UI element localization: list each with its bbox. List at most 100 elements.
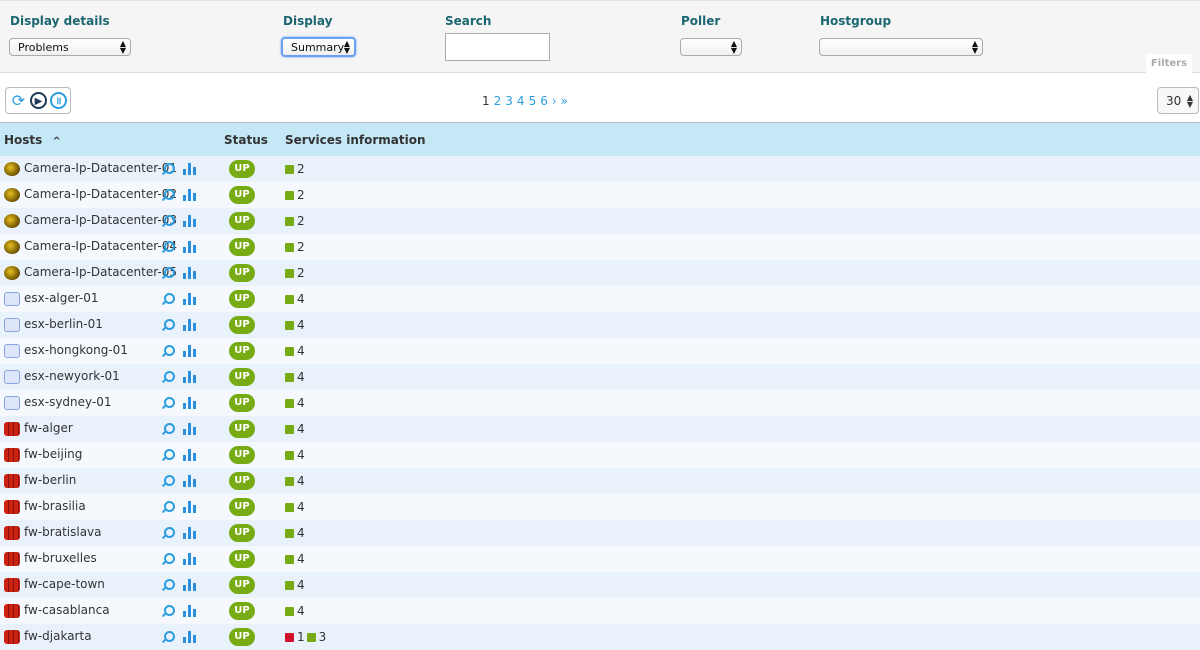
search-host-icon[interactable] (164, 449, 175, 460)
graph-icon[interactable] (183, 189, 196, 201)
per-page-select[interactable]: 30 ▲ ▼ (1157, 87, 1199, 114)
search-host-icon[interactable] (164, 501, 175, 512)
graph-icon[interactable] (183, 631, 196, 643)
service-count[interactable]: 2 (297, 162, 305, 176)
graph-icon[interactable] (183, 215, 196, 227)
display-select[interactable]: Summary ▲ ▼ (281, 37, 356, 57)
search-host-icon[interactable] (164, 293, 175, 304)
host-name[interactable]: fw-cape-town (24, 577, 105, 591)
graph-icon[interactable] (183, 293, 196, 305)
search-input[interactable] (445, 33, 550, 61)
host-name[interactable]: Camera-Ip-Datacenter-02 (24, 187, 177, 201)
search-host-icon[interactable] (164, 579, 175, 590)
host-name[interactable]: fw-alger (24, 421, 73, 435)
search-host-icon[interactable] (164, 267, 175, 278)
esx-host-icon (4, 292, 20, 306)
service-count[interactable]: 4 (297, 500, 305, 514)
host-name[interactable]: Camera-Ip-Datacenter-03 (24, 213, 177, 227)
page-link[interactable]: 4 (516, 94, 525, 108)
filters-tab[interactable]: Filters (1146, 54, 1192, 73)
service-ok-icon (285, 190, 294, 200)
graph-icon[interactable] (183, 319, 196, 331)
service-count[interactable]: 4 (297, 396, 305, 410)
graph-icon[interactable] (183, 501, 196, 513)
graph-icon[interactable] (183, 449, 196, 461)
search-host-icon[interactable] (164, 189, 175, 200)
service-count[interactable]: 2 (297, 188, 305, 202)
host-name[interactable]: fw-casablanca (24, 603, 110, 617)
hosts-column-header[interactable]: Hosts ^ (4, 133, 61, 147)
pause-icon[interactable]: ॥ (50, 92, 67, 109)
search-host-icon[interactable] (164, 345, 175, 356)
graph-icon[interactable] (183, 267, 196, 279)
search-host-icon[interactable] (164, 605, 175, 616)
service-count[interactable]: 4 (297, 370, 305, 384)
page-link[interactable]: 3 (505, 94, 513, 108)
poller-select[interactable]: ▲ ▼ (680, 38, 742, 56)
graph-icon[interactable] (183, 527, 196, 539)
page-link[interactable]: 6 (540, 94, 548, 108)
host-name[interactable]: esx-hongkong-01 (24, 343, 128, 357)
search-host-icon[interactable] (164, 527, 175, 538)
service-count[interactable]: 4 (297, 604, 305, 618)
service-count[interactable]: 2 (297, 240, 305, 254)
graph-icon[interactable] (183, 423, 196, 435)
last-page-icon[interactable]: » (560, 94, 568, 108)
host-name[interactable]: esx-alger-01 (24, 291, 99, 305)
page-link[interactable]: 5 (528, 94, 537, 108)
search-host-icon[interactable] (164, 475, 175, 486)
service-count[interactable]: 4 (297, 552, 305, 566)
graph-icon[interactable] (183, 345, 196, 357)
host-name[interactable]: Camera-Ip-Datacenter-01 (24, 161, 177, 175)
graph-icon[interactable] (183, 371, 196, 383)
service-count[interactable]: 1 (297, 630, 305, 644)
service-count[interactable]: 4 (297, 474, 305, 488)
graph-icon[interactable] (183, 605, 196, 617)
host-name[interactable]: fw-beijing (24, 447, 83, 461)
service-count[interactable]: 4 (297, 318, 305, 332)
service-count[interactable]: 2 (297, 214, 305, 228)
search-host-icon[interactable] (164, 319, 175, 330)
service-count[interactable]: 2 (297, 266, 305, 280)
host-name[interactable]: Camera-Ip-Datacenter-05 (24, 265, 177, 279)
host-name[interactable]: esx-sydney-01 (24, 395, 112, 409)
service-count[interactable]: 4 (297, 344, 305, 358)
search-host-icon[interactable] (164, 241, 175, 252)
host-name[interactable]: fw-brasilia (24, 499, 86, 513)
service-count[interactable]: 4 (297, 578, 305, 592)
search-host-icon[interactable] (164, 215, 175, 226)
search-host-icon[interactable] (164, 163, 175, 174)
service-count[interactable]: 4 (297, 526, 305, 540)
display-details-select[interactable]: Problems ▲ ▼ (9, 38, 131, 56)
search-host-icon[interactable] (164, 631, 175, 642)
next-page-icon[interactable]: › (551, 94, 557, 108)
search-host-icon[interactable] (164, 553, 175, 564)
graph-icon[interactable] (183, 397, 196, 409)
host-name[interactable]: fw-djakarta (24, 629, 92, 643)
host-name[interactable]: fw-bratislava (24, 525, 102, 539)
sort-asc-icon[interactable]: ^ (52, 136, 61, 147)
graph-icon[interactable] (183, 579, 196, 591)
host-name[interactable]: Camera-Ip-Datacenter-04 (24, 239, 177, 253)
host-name[interactable]: fw-bruxelles (24, 551, 97, 565)
graph-icon[interactable] (183, 475, 196, 487)
status-badge: UP (229, 472, 255, 490)
search-host-icon[interactable] (164, 397, 175, 408)
search-host-icon[interactable] (164, 423, 175, 434)
service-count[interactable]: 4 (297, 292, 305, 306)
service-count[interactable]: 3 (318, 630, 327, 644)
service-count[interactable]: 4 (297, 448, 305, 462)
page-link[interactable]: 2 (493, 94, 502, 108)
refresh-icon[interactable]: ⟳ (11, 91, 26, 110)
host-name[interactable]: esx-berlin-01 (24, 317, 103, 331)
graph-icon[interactable] (183, 163, 196, 175)
play-icon[interactable]: ▶ (30, 92, 47, 109)
service-count[interactable]: 4 (297, 422, 305, 436)
host-name[interactable]: fw-berlin (24, 473, 77, 487)
graph-icon[interactable] (183, 553, 196, 565)
search-host-icon[interactable] (164, 371, 175, 382)
graph-icon[interactable] (183, 241, 196, 253)
status-column-header[interactable]: Status (224, 133, 268, 147)
host-name[interactable]: esx-newyork-01 (24, 369, 120, 383)
hostgroup-select[interactable]: ▲ ▼ (819, 38, 983, 56)
